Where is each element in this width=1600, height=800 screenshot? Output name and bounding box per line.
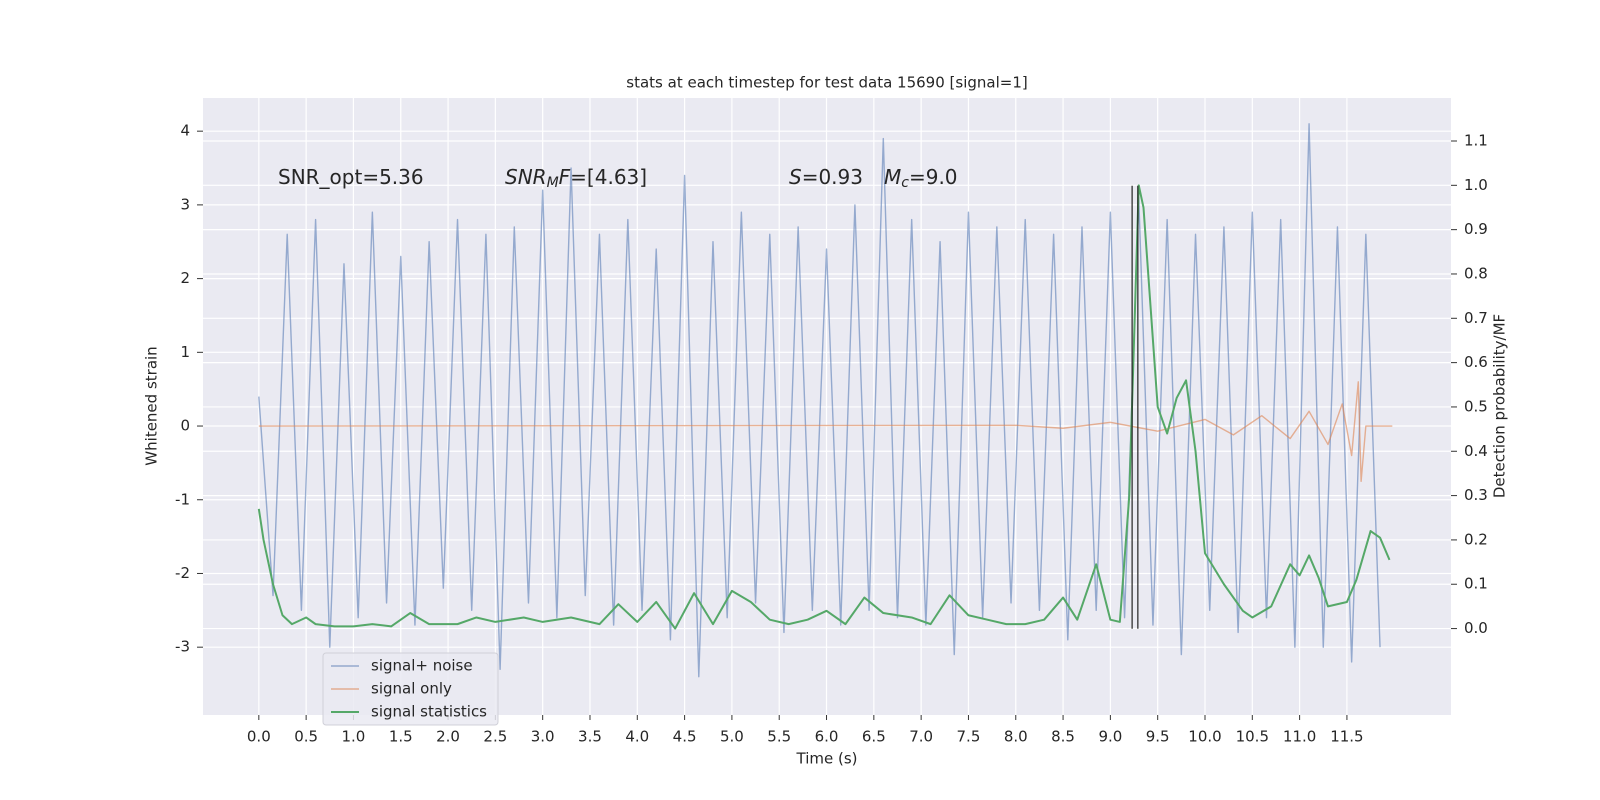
x-axis-label: Time (s) [796,750,858,768]
annotation-part: =9.0 [909,165,958,189]
x-tick-label: 1.5 [389,728,413,746]
x-tick-label: 0.5 [294,728,318,746]
x-tick-label: 2.5 [483,728,507,746]
x-tick-label: 7.5 [957,728,981,746]
x-tick-label: 11.5 [1330,728,1363,746]
x-tick-label: 11.0 [1283,728,1316,746]
y-axis-label: Whitened strain [143,346,161,465]
legend-label: signal statistics [371,703,487,721]
y2-axis-label: Detection probability/MF [1491,314,1509,498]
x-tick-label: 8.5 [1051,728,1075,746]
y-tick-label: -1 [175,490,190,508]
x-tick-label: 0.0 [247,728,271,746]
y2-tick-label: 0.9 [1464,220,1488,238]
legend-label: signal+ noise [371,657,473,675]
y2-tick-label: 0.8 [1464,264,1488,282]
y2-tick-label: 1.0 [1464,176,1488,194]
y2-tick-label: 1.1 [1464,131,1488,149]
x-tick-label: 5.5 [767,728,791,746]
annotation-part: F [559,165,571,189]
x-tick-label: 3.5 [578,728,602,746]
y2-tick-label: 0.4 [1464,442,1488,460]
annotation-part: =[4.63] [570,165,647,189]
legend-box [322,652,499,726]
x-tick-label: 9.0 [1098,728,1122,746]
y-tick-label: 2 [180,269,190,287]
annotation-part: SNR_opt=5.36 [278,165,424,189]
y2-tick-label: 0.2 [1464,530,1488,548]
x-tick-label: 10.5 [1236,728,1269,746]
x-tick-label: 3.0 [531,728,555,746]
annotation-part: M [884,165,901,189]
legend-label: signal only [371,680,452,698]
y-tick-label: -2 [175,564,190,582]
y-tick-label: 1 [180,343,190,361]
x-tick-label: 6.0 [815,728,839,746]
annotation-part: SNR [505,165,547,189]
y-tick-label: -3 [175,638,190,656]
series-line [258,123,1381,678]
x-tick-label: 10.0 [1188,728,1221,746]
annotation-part: =0.93 [802,165,863,189]
y-tick-label: 0 [180,417,190,435]
annotation-part: c [901,175,909,191]
x-tick-label: 5.0 [720,728,744,746]
chart-title: stats at each timestep for test data 156… [626,74,1027,92]
x-tick-label: 1.0 [342,728,366,746]
y2-tick-label: 0.7 [1464,309,1488,327]
y-tick-label: 4 [180,122,190,140]
annotation: S=0.93 [789,165,863,189]
x-tick-label: 4.0 [625,728,649,746]
series-line [257,184,1391,630]
y2-tick-label: 0.5 [1464,397,1488,415]
annotation: SNRMF=[4.63] [505,165,647,192]
x-tick-label: 9.5 [1146,728,1170,746]
y2-tick-label: 0.1 [1464,575,1488,593]
series-line [258,381,1393,483]
x-tick-label: 7.0 [909,728,933,746]
annotation: SNR_opt=5.36 [278,165,424,189]
y2-tick-label: 0.0 [1464,619,1488,637]
annotation: Mc=9.0 [884,165,958,192]
annotation-part: S [789,165,802,189]
x-tick-label: 6.5 [862,728,886,746]
y2-tick-label: 0.3 [1464,486,1488,504]
x-tick-label: 2.0 [436,728,460,746]
x-tick-label: 4.5 [673,728,697,746]
y2-tick-label: 0.6 [1464,353,1488,371]
annotation-part: M [547,175,559,191]
x-tick-label: 8.0 [1004,728,1028,746]
y-tick-label: 3 [180,195,190,213]
